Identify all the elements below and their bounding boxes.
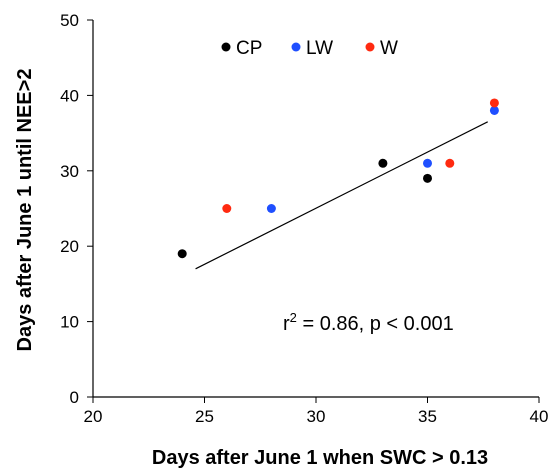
- trendline: [195, 121, 488, 270]
- axes: 0 10 20 30 40 50 20 25 30 35 40: [60, 11, 548, 426]
- data-point-w: [222, 204, 232, 213]
- x-tick-label: 25: [195, 407, 214, 426]
- data-point-cp: [378, 158, 388, 168]
- x-tick-label: 30: [307, 407, 326, 426]
- annot-suffix: = 0.86, p < 0.001: [297, 313, 454, 335]
- legend-label-lw: LW: [306, 38, 333, 59]
- annot-superscript: 2: [290, 310, 297, 325]
- legend-marker-w: [365, 42, 375, 52]
- legend-marker-lw: [291, 42, 301, 52]
- data-point-lw: [489, 105, 499, 115]
- y-tick-label: 30: [60, 162, 79, 181]
- y-tick-label: 20: [60, 237, 79, 256]
- x-tick-label: 35: [418, 407, 437, 426]
- y-axis-title: Days after June 1 until NEE>2: [14, 69, 36, 352]
- y-tick-label: 0: [70, 388, 79, 407]
- legend: CP LW W: [221, 38, 398, 59]
- legend-label-w: W: [380, 38, 398, 59]
- data-point-w: [445, 158, 455, 168]
- trendline-group: [195, 121, 488, 270]
- data-point-cp: [177, 249, 187, 259]
- legend-marker-cp: [221, 42, 231, 52]
- data-point-cp: [423, 173, 432, 183]
- x-axis-title: Days after June 1 when SWC > 0.13: [152, 447, 488, 469]
- r-squared-annotation: r2 = 0.86, p < 0.001: [283, 310, 454, 335]
- data-point-lw: [266, 204, 276, 213]
- data-points: [177, 98, 499, 259]
- data-point-w: [489, 98, 499, 108]
- x-tick-label: 40: [530, 407, 549, 426]
- y-tick-label: 10: [60, 313, 79, 332]
- y-tick-label: 40: [60, 86, 79, 105]
- y-tick-label: 50: [60, 11, 79, 30]
- annot-prefix: r: [283, 313, 290, 335]
- data-point-lw: [423, 158, 432, 168]
- legend-label-cp: CP: [236, 38, 262, 59]
- x-tick-label: 20: [84, 407, 103, 426]
